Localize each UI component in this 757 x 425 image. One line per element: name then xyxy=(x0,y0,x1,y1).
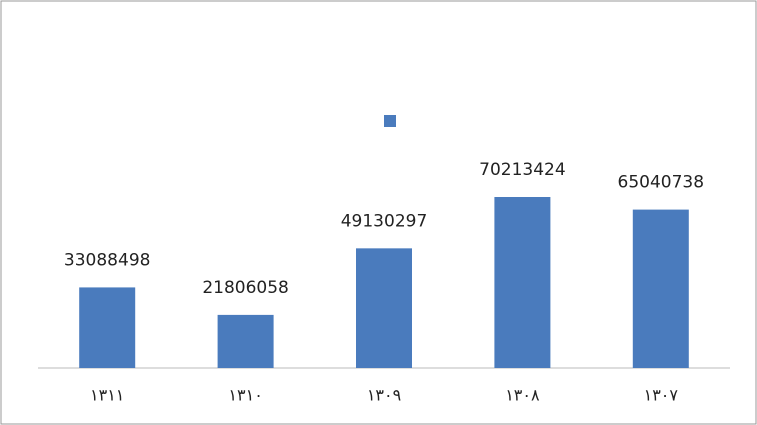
bar xyxy=(356,248,412,368)
x-tick-label: ۱۳۱۰ xyxy=(228,386,262,405)
x-tick-label: ۱۳۰۹ xyxy=(367,386,401,405)
bar xyxy=(494,197,551,368)
x-tick-label: ۱۳۰۸ xyxy=(505,386,540,405)
legend-marker xyxy=(384,115,396,127)
x-tick-label: ۱۳۰۷ xyxy=(644,386,679,405)
data-label: 65040738 xyxy=(618,173,705,193)
data-label: 49130297 xyxy=(341,211,428,231)
bar xyxy=(632,209,689,368)
data-label: 21806058 xyxy=(202,278,289,298)
x-tick-label: ۱۳۱۱ xyxy=(90,386,124,405)
data-label: 70213424 xyxy=(479,160,566,180)
data-label: 33088498 xyxy=(64,250,151,270)
bar xyxy=(79,287,136,368)
bar xyxy=(217,314,274,368)
